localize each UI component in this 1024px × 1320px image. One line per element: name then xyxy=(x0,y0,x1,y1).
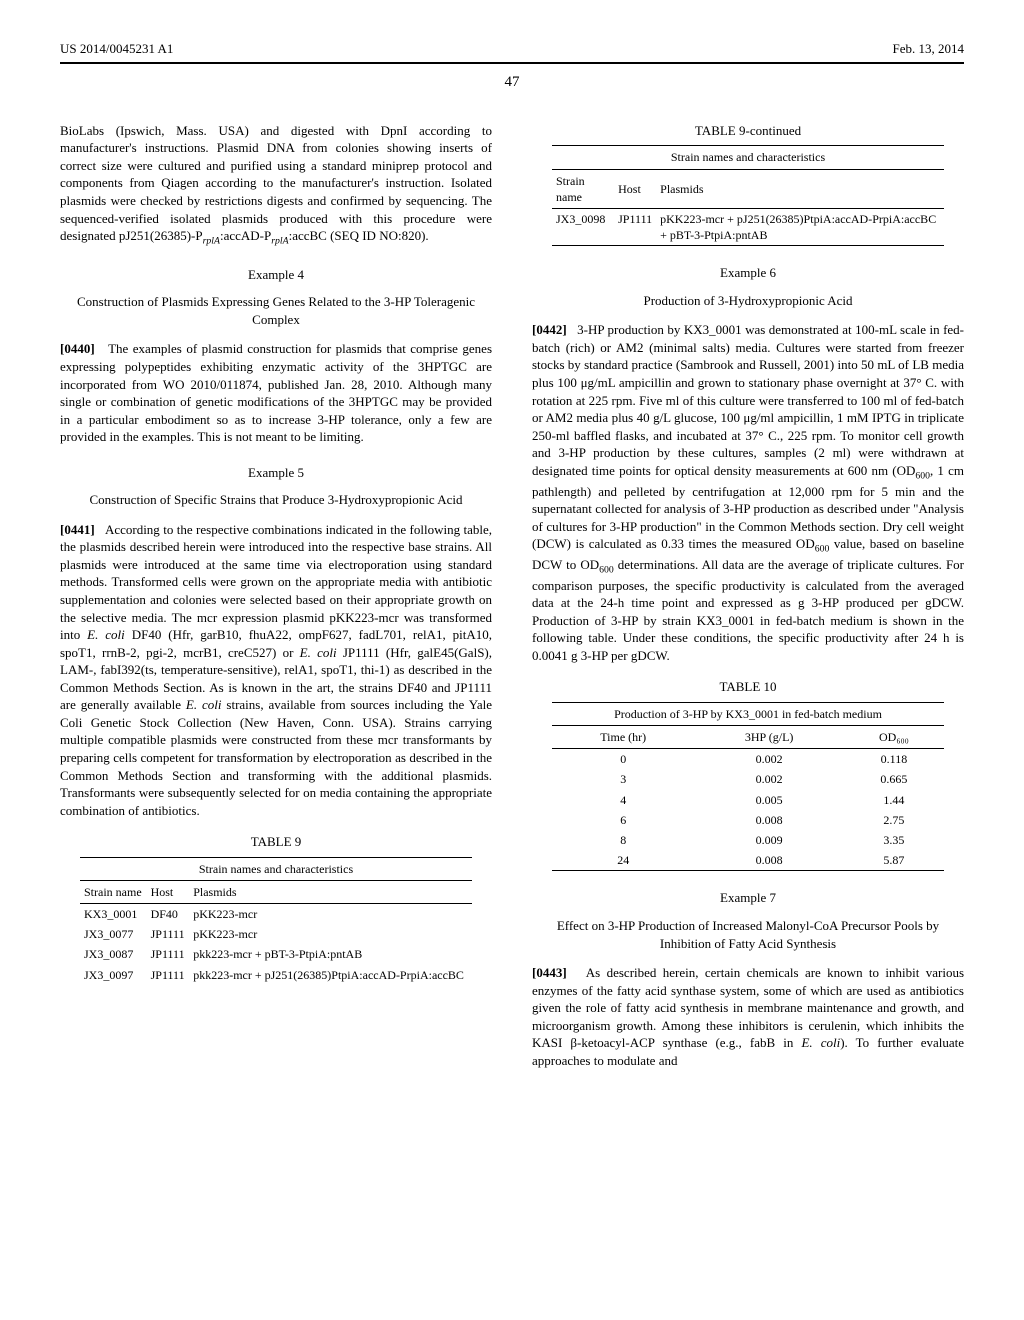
th: Time (hr) xyxy=(552,726,694,749)
table-9: Strain name Host Plasmids KX3_0001DF40pK… xyxy=(80,881,472,985)
table-9-subcaption: Strain names and characteristics xyxy=(80,857,472,881)
example-6-label: Example 6 xyxy=(532,264,964,282)
th: 3HP (g/L) xyxy=(694,726,843,749)
table-row: 240.0085.87 xyxy=(552,850,944,870)
th: Plasmids xyxy=(189,881,472,904)
example-4-title: Construction of Plasmids Expressing Gene… xyxy=(60,293,492,328)
th: Strain name xyxy=(80,881,147,904)
th: Strain name xyxy=(552,170,614,209)
table-row: JX3_0077JP1111pKK223-mcr xyxy=(80,924,472,944)
page-number: 47 xyxy=(60,72,964,92)
table-10-subcaption: Production of 3-HP by KX3_0001 in fed-ba… xyxy=(552,702,944,726)
table-9-caption: TABLE 9 xyxy=(60,833,492,851)
table-9c-subcaption: Strain names and characteristics xyxy=(552,145,944,169)
table-10-caption: TABLE 10 xyxy=(532,678,964,696)
th: Plasmids xyxy=(656,170,944,209)
example-4-label: Example 4 xyxy=(60,266,492,284)
table-row: 40.0051.44 xyxy=(552,790,944,810)
paragraph-0443: [0443] As described herein, certain chem… xyxy=(532,964,964,1069)
example-6-title: Production of 3-Hydroxypropionic Acid xyxy=(532,292,964,310)
table-row: JX3_0098JP1111pKK223-mcr + pJ251(26385)P… xyxy=(552,208,944,245)
paragraph-0440: [0440] The examples of plasmid construct… xyxy=(60,340,492,445)
table-9-continued: Strain name Host Plasmids JX3_0098JP1111… xyxy=(552,170,944,246)
paragraph-0441: [0441] According to the respective combi… xyxy=(60,521,492,819)
table-border xyxy=(552,870,944,871)
table-row: 00.0020.118 xyxy=(552,749,944,770)
patent-number: US 2014/0045231 A1 xyxy=(60,40,173,58)
patent-date: Feb. 13, 2014 xyxy=(893,40,965,58)
patent-header: US 2014/0045231 A1 Feb. 13, 2014 xyxy=(60,40,964,64)
table-row: 80.0093.35 xyxy=(552,830,944,850)
example-7-label: Example 7 xyxy=(532,889,964,907)
table-row: KX3_0001DF40pKK223-mcr xyxy=(80,904,472,925)
table-row: JX3_0097JP1111pkk223-mcr + pJ251(26385)P… xyxy=(80,965,472,985)
table-9c-caption: TABLE 9-continued xyxy=(532,122,964,140)
th: Host xyxy=(147,881,190,904)
paragraph-0442: [0442] 3-HP production by KX3_0001 was d… xyxy=(532,321,964,664)
content-columns: BioLabs (Ipswich, Mass. USA) and digeste… xyxy=(60,122,964,1074)
para-number: [0442] xyxy=(532,322,567,337)
table-border xyxy=(552,245,944,246)
th: OD₆₀₀ xyxy=(844,726,944,749)
intro-paragraph: BioLabs (Ipswich, Mass. USA) and digeste… xyxy=(60,122,492,248)
right-column: TABLE 9-continued Strain names and chara… xyxy=(532,122,964,1074)
table-row: JX3_0087JP1111pkk223-mcr + pBT-3-PtpiA:p… xyxy=(80,944,472,964)
para-number: [0443] xyxy=(532,965,567,980)
left-column: BioLabs (Ipswich, Mass. USA) and digeste… xyxy=(60,122,492,1074)
table-row: 30.0020.665 xyxy=(552,769,944,789)
example-5-label: Example 5 xyxy=(60,464,492,482)
example-5-title: Construction of Specific Strains that Pr… xyxy=(60,491,492,509)
th: Host xyxy=(614,170,656,209)
para-number: [0441] xyxy=(60,522,95,537)
table-row: 60.0082.75 xyxy=(552,810,944,830)
example-7-title: Effect on 3-HP Production of Increased M… xyxy=(532,917,964,952)
table-10: Time (hr) 3HP (g/L) OD₆₀₀ 00.0020.118 30… xyxy=(552,726,944,870)
para-number: [0440] xyxy=(60,341,95,356)
